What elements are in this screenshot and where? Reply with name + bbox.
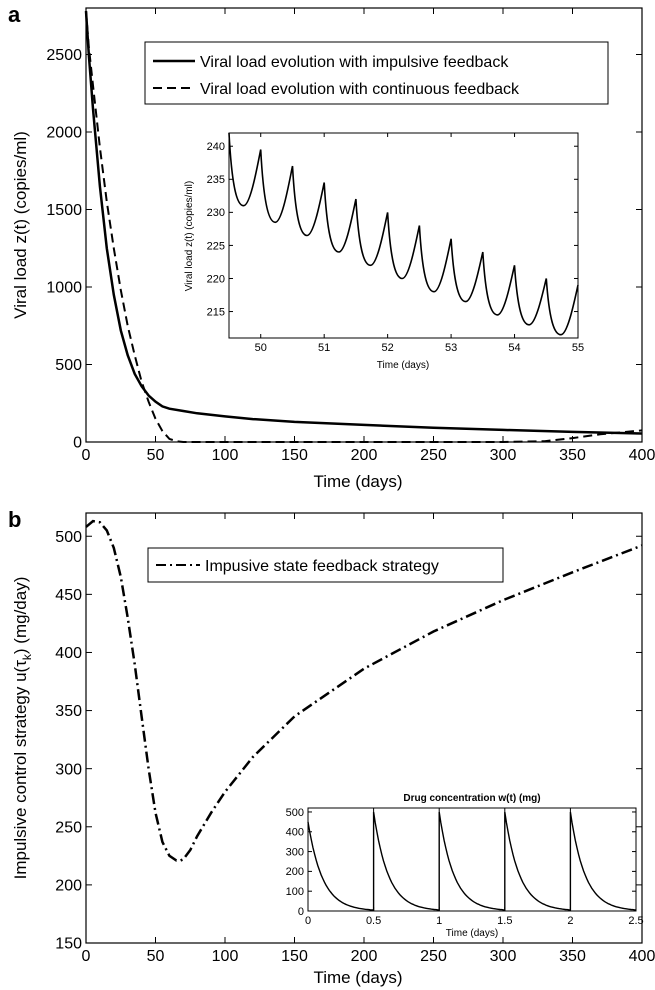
panel-a-inset-ytick-label: 235 [207,174,225,186]
series-continuous-feedback-line [85,11,643,443]
panel-b-inset-xlabel: Time (days) [446,928,498,939]
panel-a-legend: Viral load evolution with impulsive feed… [144,41,609,105]
panel-a-xtick-label: 300 [490,447,517,464]
panel-a-inset-ticks: 50 51 52 53 54 55 215 220 225 230 235 240 [207,133,584,354]
panel-b-xtick-label: 250 [420,948,447,965]
panel-a-inset-xtick-label: 50 [255,342,267,354]
panel-a-ticks: 0 50 100 150 200 250 300 350 400 0 500 1000 1500 2000… [46,8,655,464]
series-impulsive-state-feedback-line [85,519,643,862]
panel-a-ytick-label: 2000 [46,125,82,142]
panel-a-inset-series [228,132,579,336]
panel-b-inset-xtick-label: 0.5 [366,915,381,927]
panel-a-inset-ytick-label: 225 [207,240,225,252]
panel-a-inset-xtick-label: 52 [382,342,394,354]
panel-b-inset-title: Drug concentration w(t) (mg) [403,793,540,804]
panel-b-xtick-label: 400 [629,948,655,965]
panel-b-xtick-label: 150 [281,948,308,965]
panel-b-xtick-label: 300 [490,948,517,965]
panel-a-ytick-label: 2500 [46,47,82,64]
panel-b-inset-ytick-label: 400 [286,827,304,839]
panel-a-inset-ylabel: Viral load z(t) (copies/ml) [184,181,195,291]
panel-a-xtick-label: 50 [147,447,165,464]
panel-b-inset-series [307,811,637,911]
legend-label-continuous: Viral load evolution with continuous fee… [200,81,520,98]
panel-b-ytick-label: 500 [55,529,82,546]
panel-a-ylabel: Viral load z(t) (copies/ml) [11,131,30,319]
panel-b-inset: Drug concentration w(t) (mg) 0 0.5 1 1.5 2 2.… [286,793,644,939]
panel-b-ytick-label: 200 [55,877,82,894]
panel-a-inset-ytick-label: 220 [207,273,225,285]
panel-b-xtick-label: 50 [147,948,165,965]
panel-a-xtick-label: 100 [212,447,239,464]
panel-a-label: a [8,2,21,27]
panel-a-ytick-label: 0 [73,435,82,452]
panel-a-inset-xlabel: Time (days) [377,360,429,371]
panel-b-inset-ytick-label: 0 [298,906,304,918]
panel-b-ticks: 0 50 100 150 200 250 300 350 4001502002503003504… [55,513,655,965]
panel-a-xlabel: Time (days) [313,472,402,491]
panel-b-ytick-label: 350 [55,703,82,720]
panel-a-inset-xtick-label: 54 [508,342,520,354]
panel-a: a 0 50 100 150 200 250 300 350 400 0 500 1000 1500 20… [8,2,655,491]
panel-a-series [84,11,643,443]
panel-b-xtick-label: 0 [82,948,91,965]
panel-b-inset-ytick-label: 500 [286,807,304,819]
panel-b-ytick-label: 300 [55,761,82,778]
inset-a-viral-load-oscillation [228,132,579,336]
panel-b-xtick-label: 100 [212,948,239,965]
panel-b-ytick-label: 400 [55,645,82,662]
panel-b-xlabel: Time (days) [313,968,402,987]
panel-b-inset-xtick-label: 1.5 [497,915,512,927]
panel-b-ylabel-subscript: k [20,653,34,660]
panel-b-inset-ytick-label: 200 [286,866,304,878]
panel-b-label: b [8,507,21,532]
panel-b-ytick-label: 250 [55,819,82,836]
panel-b-series [85,519,643,862]
panel-a-ytick-label: 1500 [46,202,82,219]
panel-b-xtick-label: 200 [351,948,378,965]
panel-b-ylabel-main: Impulsive control strategy u(τ [11,660,30,880]
panel-a-xtick-label: 0 [82,447,91,464]
panel-a-inset-ytick-label: 230 [207,207,225,219]
panel-a-inset-area [228,132,579,339]
panel-a-xtick-label: 150 [281,447,308,464]
panel-a-inset-xtick-label: 53 [445,342,457,354]
panel-a-inset-ytick-label: 215 [207,306,225,318]
legend-label-impulsive-strategy: Impusive state feedback strategy [205,558,439,575]
panel-b-inset-ytick-label: 100 [286,886,304,898]
panel-a-legend-box [144,41,609,105]
panel-b-inset-area [307,807,637,912]
panel-a-inset-ytick-label: 240 [207,141,225,153]
panel-b-ytick-label: 150 [55,936,82,953]
panel-b-legend-box [147,547,504,583]
panel-a-xtick-label: 250 [420,447,447,464]
panel-a-xtick-label: 200 [351,447,378,464]
panel-b-legend: Impusive state feedback strategy [147,547,504,583]
panel-b-ylabel: Impulsive control strategy u(τk) (mg/day… [11,577,34,880]
panel-b-inset-xtick-label: 1 [436,915,442,927]
panel-b-inset-ytick-label: 300 [286,846,304,858]
panel-b-inset-xtick-label: 2.5 [628,915,643,927]
panel-a-ytick-label: 500 [55,357,82,374]
panel-a-ytick-label: 1000 [46,280,82,297]
panel-b-xtick-label: 350 [559,948,586,965]
panel-a-inset: 50 51 52 53 54 55 215 220 225 230 235 240 Time (day… [184,132,584,371]
panel-a-xtick-label: 400 [629,447,655,464]
panel-a-inset-xtick-label: 51 [318,342,330,354]
legend-label-impulsive: Viral load evolution with impulsive feed… [200,54,509,71]
panel-b-ylabel-tail: ) (mg/day) [11,577,30,654]
panel-b-inset-xtick-label: 0 [305,915,311,927]
panel-b: b 0 50 100 150 200 250 300 350 40015020025030035… [8,507,655,987]
panel-a-xtick-label: 350 [559,447,586,464]
series-impulsive-feedback-line [84,11,643,435]
panel-b-inset-xtick-label: 2 [567,915,573,927]
inset-b-drug-concentration-line [307,811,637,911]
panel-b-ytick-label: 450 [55,587,82,604]
panel-a-inset-xtick-label: 55 [572,342,584,354]
